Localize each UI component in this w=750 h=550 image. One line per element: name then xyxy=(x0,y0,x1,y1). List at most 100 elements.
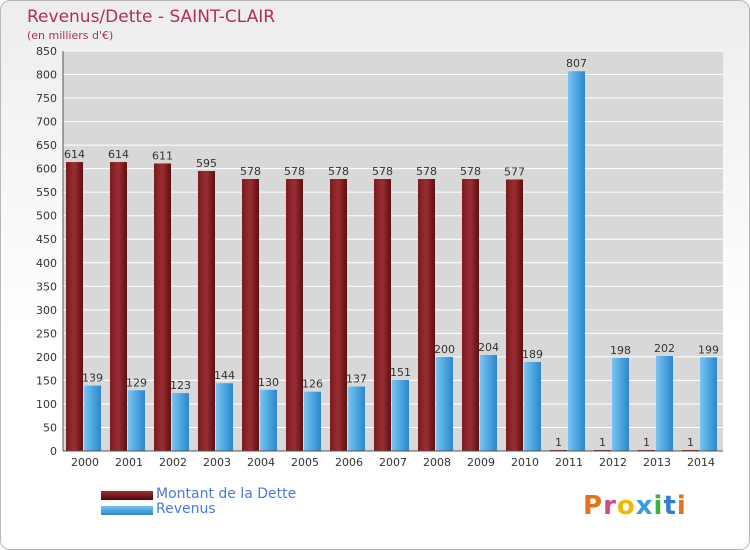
x-tick-label: 2004 xyxy=(247,456,275,469)
x-tick-label: 2005 xyxy=(291,456,319,469)
data-label-dette: 578 xyxy=(328,165,349,178)
data-label-revenus: 151 xyxy=(390,366,411,379)
logo-letter: r xyxy=(603,491,617,521)
logo-letter: x xyxy=(635,491,654,521)
x-tick-label: 2011 xyxy=(555,456,583,469)
y-tick-label: 400 xyxy=(36,257,57,270)
bar-dette xyxy=(242,179,259,451)
bar-revenus xyxy=(172,393,189,451)
bar-revenus xyxy=(656,355,673,451)
bar-dette xyxy=(462,179,479,451)
data-label-revenus: 137 xyxy=(346,373,367,386)
bar-revenus xyxy=(348,386,365,451)
data-label-dette: 595 xyxy=(196,157,217,170)
bar-revenus xyxy=(128,390,145,451)
x-tick-label: 2000 xyxy=(71,456,99,469)
data-label-revenus: 189 xyxy=(522,348,543,361)
y-tick-label: 550 xyxy=(36,186,57,199)
data-label-dette: 1 xyxy=(643,436,650,449)
data-label-dette: 578 xyxy=(416,165,437,178)
bar-dette xyxy=(66,162,83,451)
bar-revenus xyxy=(260,389,277,451)
data-label-dette: 614 xyxy=(108,148,129,161)
y-tick-label: 300 xyxy=(36,304,57,317)
bar-dette xyxy=(286,179,303,451)
data-label-revenus: 204 xyxy=(478,341,499,354)
bar-dette xyxy=(506,179,523,451)
data-label-dette: 578 xyxy=(372,165,393,178)
data-label-dette: 578 xyxy=(240,165,261,178)
y-tick-label: 600 xyxy=(36,163,57,176)
y-tick-label: 450 xyxy=(36,233,57,246)
x-tick-label: 2008 xyxy=(423,456,451,469)
legend-label-revenus: Revenus xyxy=(156,501,216,517)
data-label-dette: 611 xyxy=(152,149,173,162)
y-tick-label: 650 xyxy=(36,139,57,152)
legend-swatch-revenus xyxy=(101,506,153,515)
x-tick-label: 2006 xyxy=(335,456,363,469)
y-tick-label: 150 xyxy=(36,374,57,387)
y-tick-label: 200 xyxy=(36,351,57,364)
bar-dette xyxy=(418,179,435,451)
bar-revenus xyxy=(216,383,233,451)
logo-letter: o xyxy=(616,491,636,521)
x-tick-label: 2009 xyxy=(467,456,495,469)
bar-dette xyxy=(374,179,391,451)
x-tick-label: 2003 xyxy=(203,456,231,469)
y-tick-label: 850 xyxy=(36,45,57,58)
data-label-revenus: 123 xyxy=(170,379,191,392)
bar-dette xyxy=(110,162,127,451)
x-tick-label: 2013 xyxy=(643,456,671,469)
data-label-revenus: 130 xyxy=(258,376,279,389)
y-tick-label: 100 xyxy=(36,398,57,411)
bar-dette xyxy=(330,179,347,451)
data-label-revenus: 199 xyxy=(698,343,719,356)
chart-subtitle: (en milliers d'€) xyxy=(27,29,114,42)
bar-revenus xyxy=(304,391,321,451)
bar-revenus xyxy=(612,357,629,451)
chart-title: Revenus/Dette - SAINT-CLAIR xyxy=(27,7,276,27)
logo-letter: P xyxy=(583,491,604,521)
bar-revenus xyxy=(436,356,453,451)
proxiti-logo: Proxiti xyxy=(583,491,687,521)
data-label-dette: 577 xyxy=(504,165,525,178)
bar-revenus xyxy=(480,355,497,451)
data-label-revenus: 129 xyxy=(126,376,147,389)
x-tick-label: 2010 xyxy=(511,456,539,469)
bar-revenus xyxy=(392,379,409,451)
legend-label-dette: Montant de la Dette xyxy=(156,486,297,502)
bar-revenus xyxy=(524,362,541,451)
y-tick-label: 50 xyxy=(43,421,57,434)
data-label-dette: 614 xyxy=(64,148,85,161)
x-tick-label: 2012 xyxy=(599,456,627,469)
y-tick-label: 800 xyxy=(36,69,57,82)
data-label-revenus: 198 xyxy=(610,344,631,357)
data-label-revenus: 200 xyxy=(434,343,455,356)
data-label-dette: 1 xyxy=(599,436,606,449)
x-tick-label: 2002 xyxy=(159,456,187,469)
y-tick-label: 0 xyxy=(50,445,57,458)
data-label-revenus: 202 xyxy=(654,342,675,355)
data-label-revenus: 126 xyxy=(302,378,323,391)
data-label-dette: 1 xyxy=(687,436,694,449)
data-label-revenus: 139 xyxy=(82,372,103,385)
y-tick-label: 350 xyxy=(36,280,57,293)
bar-revenus xyxy=(84,385,101,451)
data-label-dette: 1 xyxy=(555,436,562,449)
y-tick-label: 750 xyxy=(36,92,57,105)
legend-swatch-dette xyxy=(101,491,153,500)
bar-revenus xyxy=(700,357,717,451)
x-tick-label: 2007 xyxy=(379,456,407,469)
logo-letter: i xyxy=(676,491,687,521)
x-tick-label: 2001 xyxy=(115,456,143,469)
bar-revenus xyxy=(568,71,585,451)
data-label-dette: 578 xyxy=(460,165,481,178)
bar-dette xyxy=(154,163,171,451)
y-tick-label: 500 xyxy=(36,210,57,223)
logo-letter: i xyxy=(653,491,664,521)
data-label-dette: 578 xyxy=(284,165,305,178)
data-label-revenus: 807 xyxy=(566,57,587,70)
bar-dette xyxy=(198,171,215,451)
